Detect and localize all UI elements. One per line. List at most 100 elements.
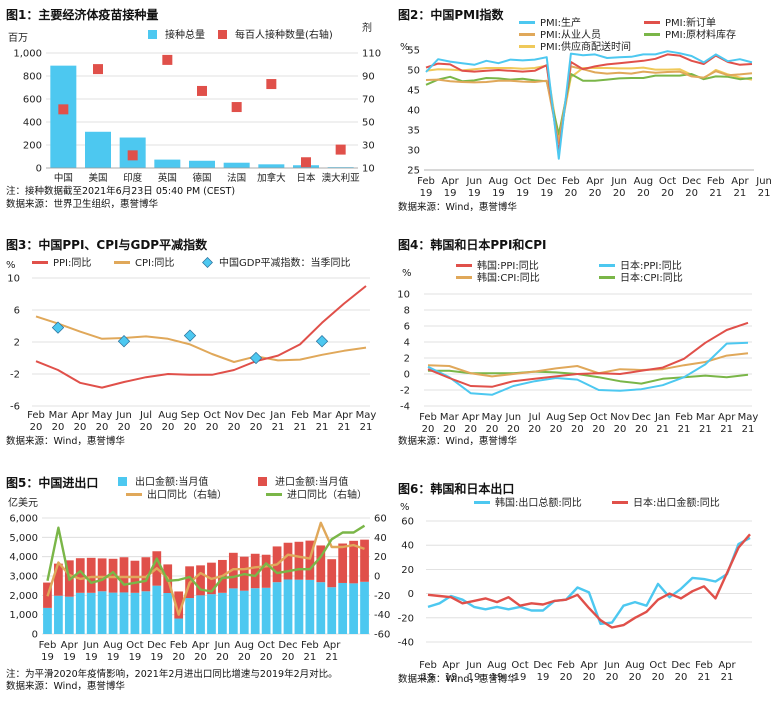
bar	[50, 65, 77, 168]
x-tick-label: 20	[216, 652, 229, 663]
y-tick-label: -20	[398, 613, 414, 624]
bar	[223, 162, 250, 168]
bar	[327, 167, 354, 168]
x-tick-label: Feb	[695, 660, 713, 671]
bar	[239, 590, 249, 634]
y-tick-label: 10	[7, 274, 20, 285]
x-tick-label: Oct	[514, 176, 531, 187]
y-unit-left: %	[402, 268, 412, 279]
series-line	[46, 521, 365, 616]
x-tick-label: Apr	[586, 176, 604, 187]
x-tick-label: 19	[85, 652, 98, 663]
chart-panel-2: 图2：中国PMI指数 25 30 35 40 45 50 55% Feb 19 Apr 19 Jun 1…	[398, 6, 772, 216]
x-tick-label: Oct	[590, 412, 607, 423]
x-tick-label: Jun	[603, 660, 620, 671]
x-tick-label: 20	[96, 422, 109, 433]
y-unit-left: 亿美元	[8, 496, 38, 509]
x-tick-label: 20	[118, 422, 131, 433]
x-tick-label: 20	[528, 424, 541, 435]
legend-swatch	[258, 477, 267, 486]
y-tick-label: 30	[407, 146, 420, 157]
bar	[97, 558, 107, 592]
x-tick-label: 20	[592, 424, 605, 435]
x-tick-label: 20	[652, 672, 665, 683]
x-tick-label: 20	[571, 424, 584, 435]
chart-svg: -4-20246810%Feb20Mar20Apr20May20Jun20Jul…	[397, 259, 758, 435]
x-tick-label: 20	[635, 424, 648, 435]
bar	[108, 558, 118, 593]
x-tick-label: 20	[30, 422, 43, 433]
bar	[54, 595, 63, 634]
x-tick-label: Mar	[313, 410, 333, 421]
y-tick-label: 10	[397, 290, 410, 301]
x-tick-label: Aug	[625, 660, 645, 671]
bar	[154, 159, 181, 168]
bar	[294, 579, 304, 634]
x-tick-label: Feb	[419, 412, 437, 423]
x-tick-label: Mar	[696, 412, 716, 423]
x-tick-label: Jun	[115, 410, 132, 421]
x-tick-label: Apr	[441, 176, 459, 187]
legend-label: 韩国:出口总额:同比	[495, 496, 582, 509]
bar	[228, 588, 238, 634]
x-tick-label: 19	[444, 188, 457, 199]
x-tick-label: Aug	[487, 660, 507, 671]
x-tick-label: Feb	[557, 660, 575, 671]
x-tick-label: 21	[698, 672, 711, 683]
series-line	[428, 369, 749, 385]
x-tick-label: 20	[422, 424, 435, 435]
x-tick-label: 20	[443, 424, 456, 435]
x-tick-label: 20	[140, 422, 153, 433]
x-tick-label: Jun	[755, 176, 772, 187]
x-tick-label: Dec	[671, 660, 690, 671]
bar	[349, 583, 358, 634]
y-tick-label: -6	[10, 402, 20, 413]
x-tick-label: Aug	[546, 412, 566, 423]
bar	[86, 557, 96, 593]
legend-label: 日本:CPI:同比	[620, 271, 683, 284]
x-tick-label: Dec	[537, 176, 556, 187]
x-tick-label: 21	[294, 422, 307, 433]
legend-label: PMI:新订单	[665, 16, 716, 29]
x-tick-label: Oct	[659, 176, 676, 187]
legend-label: PPI:同比	[53, 257, 91, 269]
x-tick-label: Mar	[49, 410, 69, 421]
x-tick-label: 20	[614, 424, 627, 435]
x-tick-label: Oct	[203, 410, 220, 421]
bar	[54, 563, 63, 596]
gdp-deflator-point	[117, 335, 131, 348]
x-tick-label: 加拿大	[257, 172, 286, 184]
bar	[250, 553, 260, 589]
bar	[316, 545, 326, 583]
x-tick-label: Dec	[632, 412, 651, 423]
x-tick-label: 20	[206, 422, 219, 433]
x-tick-label: Apr	[323, 640, 341, 651]
bar	[189, 160, 215, 168]
legend-label: 每百人接种数量(右轴)	[235, 28, 333, 41]
x-tick-label: 20	[507, 424, 520, 435]
scatter-point	[335, 144, 346, 155]
x-tick-label: Feb	[707, 176, 725, 187]
y-tick-label: 400	[23, 118, 42, 129]
y-tick-label: 0	[404, 370, 410, 381]
chart-source: 数据来源：世界卫生组织，惠誉博华	[6, 199, 159, 210]
chart-source: 数据来源：Wind，惠誉博华	[398, 674, 517, 685]
x-tick-label: Feb	[675, 412, 693, 423]
y-tick-label: 200	[23, 141, 42, 152]
chart-svg: 0 200 400 600 800 1,000 10 30 50 70 90 110 百万 剂中国 美国 印度…	[8, 21, 381, 184]
y-tick-label: -2	[400, 386, 410, 397]
y-tick-label: 20	[374, 552, 387, 563]
x-tick-label: May	[92, 410, 113, 421]
y-unit-right: 剂	[362, 21, 372, 34]
scatter-point	[197, 85, 207, 96]
scatter-point	[93, 64, 103, 75]
bar	[85, 131, 111, 168]
series-line	[427, 341, 749, 396]
x-tick-label: Apr	[580, 660, 598, 671]
y-tick-label: 70	[362, 95, 375, 106]
y-tick-label: 55	[407, 46, 420, 57]
y-unit-left: 百万	[8, 32, 28, 44]
x-tick-label: Feb	[39, 640, 57, 651]
y-tick-label: 0	[36, 164, 42, 175]
chart-panel-3: 图3：中国PPI、CPI与GDP平减指数 -6 -2 2 6 10% Feb 20 Mar 20…	[6, 236, 380, 454]
